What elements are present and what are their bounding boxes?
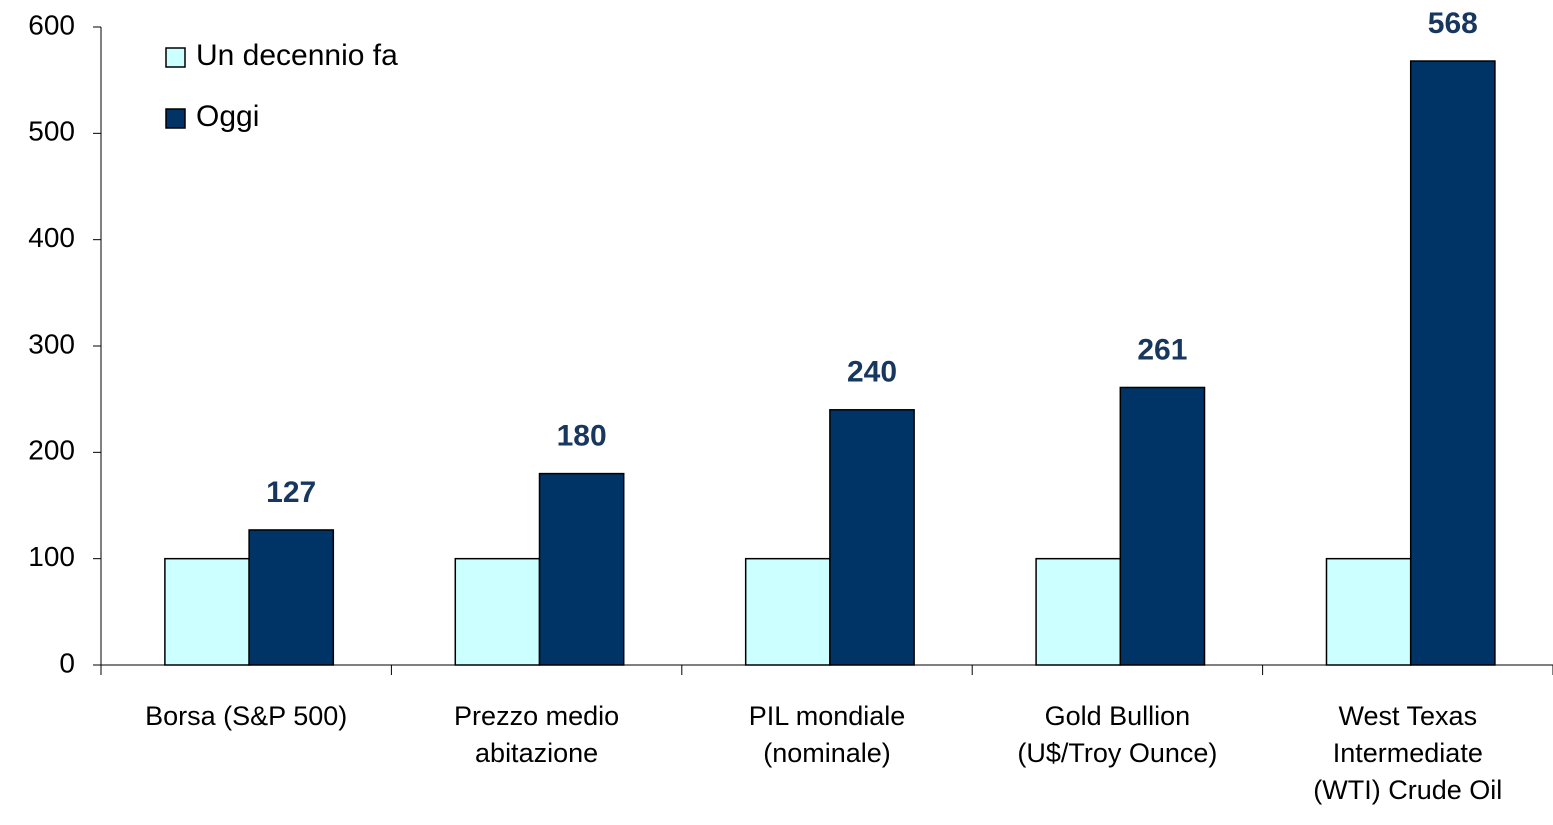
y-tick-label: 200 — [28, 435, 75, 466]
x-tick-label: abitazione — [475, 738, 598, 768]
bar — [538, 472, 625, 666]
bar — [164, 557, 250, 666]
legend-swatch — [165, 108, 186, 129]
data-label: 240 — [847, 356, 897, 389]
data-label: 261 — [1137, 333, 1187, 366]
y-tick-label: 500 — [28, 116, 75, 147]
bar — [1035, 557, 1122, 666]
legend-label: Un decennio fa — [196, 39, 398, 72]
y-tick-label: 100 — [28, 541, 75, 572]
y-tick-label: 0 — [59, 647, 75, 678]
bar — [1409, 60, 1496, 666]
bar — [248, 529, 335, 666]
bar — [454, 557, 541, 666]
x-tick-label: Gold Bullion — [1045, 701, 1191, 731]
data-label: 568 — [1428, 7, 1478, 40]
x-tick-label: (U$/Troy Ounce) — [1017, 738, 1217, 768]
bar — [829, 409, 915, 666]
x-tick-label: Borsa (S&P 500) — [145, 701, 347, 731]
bar — [744, 557, 831, 666]
legend-swatch — [165, 47, 186, 68]
bar — [1325, 557, 1412, 666]
data-label: 180 — [557, 420, 607, 453]
x-tick-label: (WTI) Crude Oil — [1313, 775, 1502, 805]
bar — [1119, 386, 1206, 666]
legend-label: Oggi — [196, 100, 259, 133]
y-tick-label: 600 — [28, 9, 75, 40]
x-tick-label: PIL mondiale — [749, 701, 906, 731]
x-tick-label: (nominale) — [763, 738, 891, 768]
data-label: 127 — [266, 476, 316, 509]
y-tick-label: 400 — [28, 222, 75, 253]
x-tick-label: Prezzo medio — [454, 701, 619, 731]
y-tick-label: 300 — [28, 328, 75, 359]
x-tick-label: Intermediate — [1333, 738, 1483, 768]
x-tick-label: West Texas — [1339, 701, 1478, 731]
